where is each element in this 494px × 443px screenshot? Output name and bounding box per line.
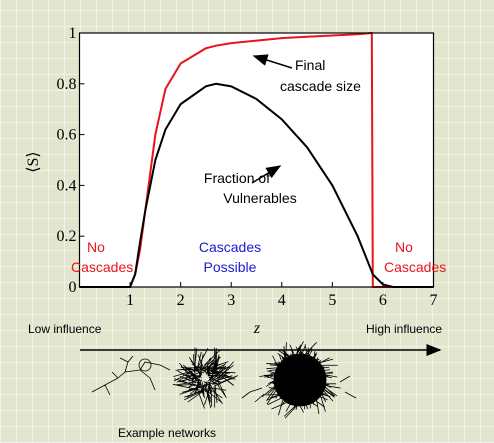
annotation: Vulnerables: [223, 190, 296, 206]
y-tick-label: 1: [69, 25, 77, 42]
x-tick-label: 5: [328, 292, 336, 309]
plot-frame: [78, 32, 435, 288]
y-tick-label: 0.8: [57, 76, 77, 93]
high-influence: High influence: [366, 322, 442, 336]
x-tick-label: 3: [227, 292, 235, 309]
x-tick-label: 7: [430, 292, 438, 309]
x-tick-label: 1: [126, 292, 134, 309]
x-axis-label: z: [253, 320, 261, 337]
network-drawing: [241, 375, 357, 403]
networks-label: Example networks: [118, 426, 216, 440]
low-influence: Low influence: [28, 322, 102, 336]
annotation: Possible: [204, 259, 257, 275]
annotation-arrow: [251, 165, 282, 184]
annotation: Cascades: [71, 259, 133, 275]
annotation: Cascades: [384, 259, 446, 275]
annotation-arrow: [252, 54, 293, 69]
x-tick-label: 4: [278, 292, 286, 309]
y-tick-label: 0.6: [57, 127, 77, 144]
y-tick-label: 0.4: [57, 177, 77, 194]
y-axis-label: ⟨S⟩: [25, 151, 42, 172]
annotation: cascade size: [280, 78, 361, 94]
network-drawing: [138, 358, 152, 372]
annotation: No: [395, 239, 413, 255]
plot-area: [79, 33, 434, 287]
annotation: Fraction of: [204, 170, 270, 186]
series-line: [79, 82, 434, 288]
network-drawing: [172, 347, 238, 409]
annotation: Cascades: [199, 239, 261, 255]
network-drawing: [91, 355, 171, 396]
annotation: Final: [295, 57, 325, 73]
annotation: No: [87, 239, 105, 255]
y-tick-label: 0: [69, 279, 77, 296]
x-tick-label: 2: [177, 292, 185, 309]
x-tick-label: 6: [379, 292, 387, 309]
y-tick-label: 0.2: [57, 228, 77, 245]
network-drawing: [259, 341, 341, 419]
